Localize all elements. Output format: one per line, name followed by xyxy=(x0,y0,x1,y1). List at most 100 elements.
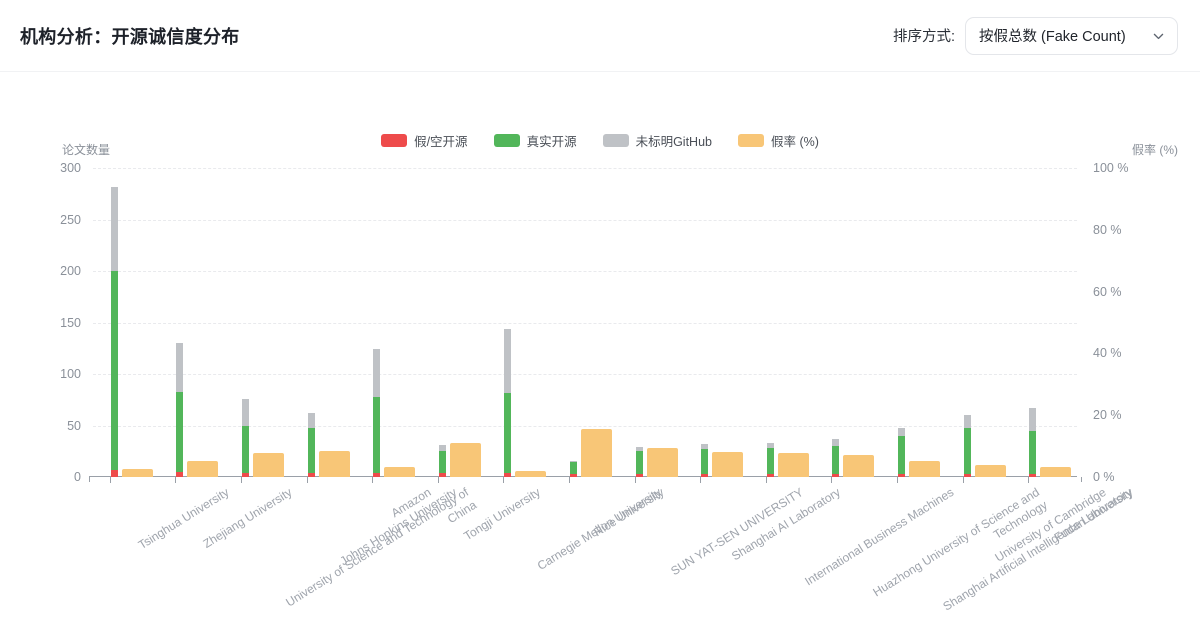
chart-legend: 假/空开源 真实开源 未标明GitHub 假率 (%) xyxy=(0,131,1200,150)
legend-item[interactable]: 未标明GitHub xyxy=(602,131,712,150)
bar-segment xyxy=(1029,430,1037,474)
bar-segment xyxy=(110,469,118,477)
bar-segment xyxy=(898,435,905,474)
bar-segment xyxy=(176,391,184,472)
stacked-bar[interactable] xyxy=(635,447,643,477)
rate-bar[interactable] xyxy=(253,452,284,477)
x-axis-labels: Tsinghua University Zhejiang University Un… xyxy=(93,477,1136,638)
chart-container: 假/空开源 真实开源 未标明GitHub 假率 (%) 论文数量 假率 (%) 0 50… xyxy=(0,72,1200,638)
rate-bar[interactable] xyxy=(974,464,1006,477)
bar-segment xyxy=(176,471,184,477)
rate-bar[interactable] xyxy=(909,461,940,477)
bar-segment xyxy=(1029,473,1037,477)
legend-swatch xyxy=(602,134,629,147)
rate-bar[interactable] xyxy=(1040,466,1072,477)
x-tick-mark xyxy=(437,477,439,483)
stacked-bar[interactable] xyxy=(373,349,381,477)
x-tick-mark xyxy=(962,477,964,483)
legend-swatch xyxy=(493,134,520,147)
stacked-bar[interactable] xyxy=(242,398,249,477)
gridline xyxy=(93,219,1077,221)
y-tick-left: 0 xyxy=(74,470,81,484)
gridline xyxy=(93,271,1077,272)
x-tick-mark xyxy=(765,477,767,483)
x-tick-mark xyxy=(700,477,702,483)
bar-segment xyxy=(832,438,840,447)
bar-segment xyxy=(963,415,971,428)
x-tick-mark xyxy=(241,477,242,483)
sort-control: 排序方式: 按假总数 (Fake Count) xyxy=(893,16,1178,55)
bar-segment xyxy=(898,427,905,436)
sort-select-value: 按假总数 (Fake Count) xyxy=(979,29,1126,45)
bar-segment xyxy=(110,186,118,272)
rate-bar[interactable] xyxy=(646,447,678,477)
bar-segment xyxy=(242,398,249,426)
bar-segment xyxy=(701,449,709,474)
stacked-bar[interactable] xyxy=(438,445,446,477)
y-tick-right: 40 % xyxy=(1093,346,1122,361)
y-tick-right: 20 % xyxy=(1093,408,1122,423)
x-tick-mark xyxy=(634,477,636,483)
stacked-bar[interactable] xyxy=(832,438,840,477)
stacked-bar[interactable] xyxy=(570,460,577,477)
bar-segment xyxy=(635,447,643,452)
y-tick-left: 50 xyxy=(67,418,81,433)
legend-item[interactable]: 假/空开源 xyxy=(381,131,468,150)
page-title: 机构分析：开源诚信度分布 xyxy=(20,26,240,47)
rate-bar[interactable] xyxy=(187,460,219,477)
bar-segment xyxy=(438,451,446,473)
x-tick-mark xyxy=(1028,477,1030,483)
stacked-bar[interactable] xyxy=(110,186,118,477)
x-axis-left-cap xyxy=(89,477,90,482)
rate-bar[interactable] xyxy=(384,467,416,477)
bar-segment xyxy=(242,472,249,477)
legend-swatch xyxy=(737,134,764,147)
bar-segment xyxy=(635,473,643,477)
bar-segment xyxy=(635,451,643,474)
x-tick-mark xyxy=(503,477,505,483)
y-axis-title-left: 论文数量 xyxy=(62,143,111,157)
legend-swatch xyxy=(381,134,408,147)
rate-bar[interactable] xyxy=(449,443,481,477)
gridline xyxy=(93,168,1077,169)
y-tick-left: 150 xyxy=(60,315,81,330)
bar-segment xyxy=(1029,408,1037,431)
y-tick-right: 100 % xyxy=(1093,161,1129,175)
x-tick-mark xyxy=(897,477,898,483)
gridline xyxy=(93,425,1077,427)
x-axis-label: Tongji University xyxy=(461,485,543,544)
legend-item[interactable]: 假率 (%) xyxy=(737,131,819,150)
rate-bar[interactable] xyxy=(843,455,875,477)
legend-label: 假率 (%) xyxy=(770,135,819,149)
y-tick-right: 60 % xyxy=(1093,284,1122,299)
legend-item[interactable]: 真实开源 xyxy=(493,131,577,150)
bar-segment xyxy=(438,472,446,477)
x-tick-mark xyxy=(569,477,570,483)
stacked-bar[interactable] xyxy=(1029,408,1037,477)
bar-segment xyxy=(373,396,381,473)
rate-bar[interactable] xyxy=(712,452,744,477)
y-axis-title-right: 假率 (%) xyxy=(1132,143,1178,157)
y-tick-left: 250 xyxy=(60,212,81,227)
stacked-bar[interactable] xyxy=(898,427,905,477)
stacked-bar[interactable] xyxy=(504,328,512,477)
gridline xyxy=(93,322,1077,324)
stacked-bar[interactable] xyxy=(307,413,315,477)
rate-bar[interactable] xyxy=(777,453,809,477)
stacked-bar[interactable] xyxy=(766,443,774,477)
bar-segment xyxy=(832,473,840,477)
x-axis-label: Rice University xyxy=(591,485,667,540)
sort-select[interactable]: 按假总数 (Fake Count) xyxy=(965,16,1178,55)
rate-bar[interactable] xyxy=(581,428,612,477)
stacked-bar[interactable] xyxy=(176,343,184,477)
rate-bar[interactable] xyxy=(121,468,153,477)
bar-segment xyxy=(504,328,512,393)
stacked-bar[interactable] xyxy=(963,415,971,477)
bar-segment xyxy=(110,271,118,470)
rate-bar[interactable] xyxy=(515,470,547,477)
y-tick-right: 80 % xyxy=(1093,222,1122,237)
stacked-bar[interactable] xyxy=(701,444,709,477)
bar-segment xyxy=(701,444,709,450)
rate-bar[interactable] xyxy=(318,451,350,477)
